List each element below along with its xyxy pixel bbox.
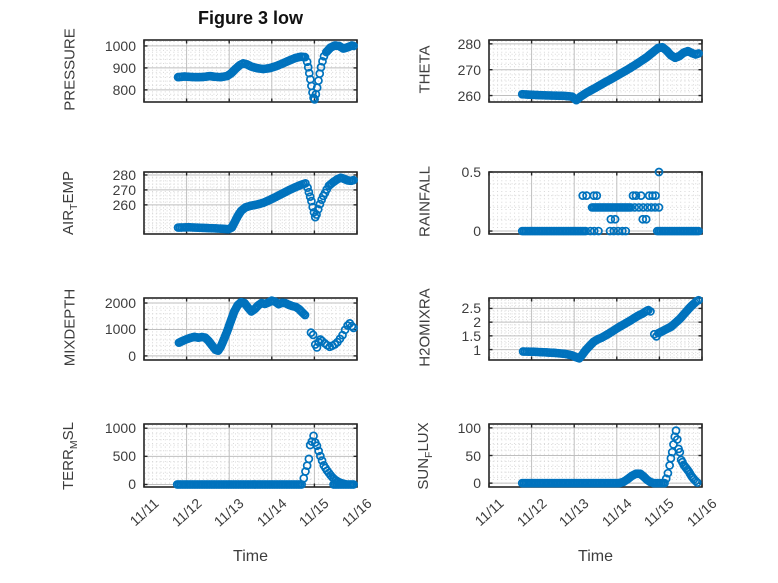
data-series-markers	[518, 295, 703, 363]
axis-box	[143, 171, 358, 235]
y-tick-label-rainfall: 0.5	[461, 164, 481, 180]
subplot-rainfall-plot-area	[488, 167, 703, 236]
y-tick-label-h2omixra: 1	[473, 341, 481, 358]
data-series-markers	[517, 42, 703, 105]
data-series-markers	[517, 167, 703, 236]
x-axis-label-left: Time	[233, 548, 268, 565]
y-tick-label-terr-msl: 1000	[104, 420, 136, 437]
y-tick-label-h2omixra: 2.5	[461, 300, 481, 317]
y-tick-label-pressure: 900	[112, 59, 136, 76]
axis-box	[488, 39, 703, 103]
y-tick-label-theta: 260	[457, 87, 481, 104]
x-tick-label: 11/15	[296, 495, 333, 530]
x-tick-label: 11/13	[555, 495, 592, 530]
y-tick-label-terr-msl: 500	[112, 448, 136, 465]
major-gridlines	[489, 40, 702, 102]
subplot-terr-msl-plot-area	[143, 423, 358, 489]
y-tick-label-sun-flux: 0	[473, 475, 481, 492]
y-tick-label-pressure: 800	[112, 81, 136, 98]
axis-tick-marks	[488, 40, 703, 102]
data-series-markers	[517, 426, 702, 488]
data-series-markers	[173, 41, 358, 104]
x-axis-label-right: Time	[578, 548, 613, 565]
y-tick-label-pressure: 1000	[104, 37, 136, 54]
x-tick-label: 11/14	[253, 495, 290, 530]
subplot-pressure-plot-area	[143, 39, 358, 104]
y-axis-label-sun-flux: SUNFLUX	[415, 421, 435, 490]
axis-box	[488, 297, 703, 361]
subplot-sun-flux-plot-area	[488, 423, 703, 488]
y-tick-label-air-temp: 270	[112, 181, 136, 198]
y-tick-label-terr-msl: 0	[128, 476, 136, 493]
x-tick-label: 11/11	[126, 495, 162, 529]
subplot-h2omixra-plot-area	[488, 295, 703, 363]
x-tick-label: 11/16	[683, 495, 720, 530]
axis-box	[488, 171, 703, 235]
y-tick-label-h2omixra: 2	[473, 314, 481, 331]
x-tick-label: 11/16	[338, 495, 375, 530]
y-tick-label-sun-flux: 100	[457, 419, 481, 436]
axis-tick-marks	[488, 171, 703, 234]
y-tick-label-h2omixra: 1.5	[461, 327, 481, 344]
y-tick-label-sun-flux: 50	[465, 447, 481, 464]
y-tick-label-air-temp: 260	[112, 196, 136, 213]
axis-box	[143, 39, 358, 103]
minor-gridlines	[490, 173, 701, 233]
axis-tick-marks	[488, 298, 703, 360]
subplot-mixdepth-plot-area	[143, 296, 358, 361]
y-tick-label-mixdepth: 0	[128, 347, 136, 364]
major-gridlines	[489, 172, 702, 234]
x-tick-label: 11/14	[598, 495, 635, 530]
y-tick-label-mixdepth: 1000	[104, 321, 136, 338]
y-tick-label-theta: 270	[457, 61, 481, 78]
subplot-air-temp-plot-area	[143, 171, 358, 235]
y-tick-label-theta: 280	[457, 35, 481, 52]
axis-tick-marks	[143, 172, 358, 234]
y-tick-label-air-temp: 280	[112, 166, 136, 183]
y-axis-label-terr-msl: TERRMSL	[60, 421, 80, 490]
x-tick-label: 11/11	[471, 495, 507, 529]
x-tick-label: 11/12	[168, 495, 205, 530]
x-tick-label: 11/13	[210, 495, 247, 530]
data-series-markers	[174, 296, 358, 355]
subplot-theta-plot-area	[488, 39, 703, 105]
y-tick-label-mixdepth: 2000	[104, 295, 136, 312]
figure-title: Figure 3 low	[197, 8, 303, 28]
data-series-markers	[172, 431, 358, 489]
y-tick-label-rainfall: 0	[473, 223, 481, 240]
x-tick-label: 11/15	[641, 495, 678, 530]
x-tick-label: 11/12	[513, 495, 550, 530]
data-series-markers	[173, 173, 358, 234]
